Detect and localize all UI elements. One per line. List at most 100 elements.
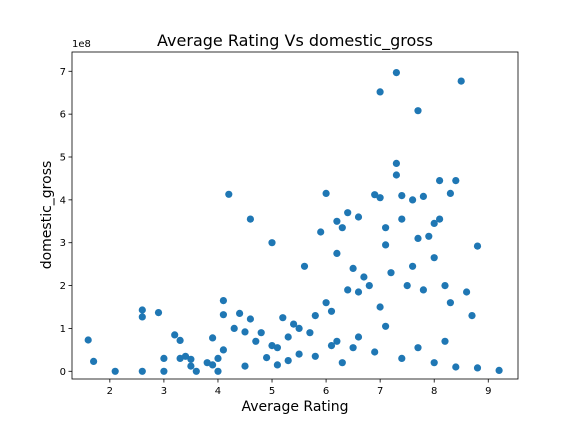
data-point — [230, 324, 238, 332]
data-point — [241, 362, 249, 370]
data-point — [473, 364, 482, 372]
data-point — [273, 361, 281, 369]
data-point — [154, 309, 163, 317]
data-point — [371, 191, 379, 199]
data-point — [333, 249, 341, 257]
data-point — [338, 359, 346, 367]
x-tick-label: 8 — [431, 386, 437, 397]
x-tick-label: 4 — [215, 386, 221, 397]
data-point — [279, 314, 287, 322]
data-point — [160, 367, 168, 375]
data-point — [322, 299, 330, 307]
data-point — [219, 311, 227, 319]
data-point — [290, 320, 298, 328]
data-point — [382, 322, 390, 330]
x-tick-label: 6 — [323, 386, 329, 397]
data-point — [225, 190, 233, 198]
data-point — [160, 354, 168, 362]
data-point — [300, 262, 309, 270]
data-point — [387, 269, 395, 277]
data-point — [333, 337, 341, 345]
data-point — [398, 354, 406, 362]
data-point — [354, 213, 363, 221]
data-point — [354, 288, 363, 296]
data-point — [203, 359, 211, 367]
data-point — [409, 262, 417, 270]
data-point — [138, 313, 146, 321]
data-point — [371, 348, 379, 356]
y-tick-label: 2 — [60, 281, 66, 292]
data-point — [209, 361, 217, 369]
data-point — [268, 239, 276, 247]
data-point — [430, 219, 438, 227]
data-point — [441, 282, 449, 290]
data-point — [90, 357, 98, 365]
data-point — [398, 215, 406, 223]
data-point — [246, 215, 254, 223]
data-point — [333, 217, 341, 225]
data-point — [382, 241, 390, 249]
data-point — [111, 367, 119, 375]
data-point — [452, 177, 460, 185]
y-tick-label: 4 — [60, 195, 66, 206]
chart-title: Average Rating Vs domestic_gross — [157, 31, 433, 51]
data-point — [171, 331, 179, 339]
data-point — [327, 307, 336, 315]
data-point — [446, 299, 454, 307]
x-tick-label: 2 — [107, 386, 113, 397]
data-point — [441, 337, 449, 345]
data-point — [376, 303, 384, 311]
x-tick-label: 9 — [485, 386, 491, 397]
y-tick-label: 5 — [60, 153, 66, 164]
data-point — [263, 354, 271, 362]
data-point — [344, 286, 352, 294]
data-point — [317, 228, 325, 236]
y-axis-label: domestic_gross — [39, 161, 55, 270]
y-tick-label: 6 — [60, 110, 66, 121]
data-point — [376, 194, 384, 202]
data-point — [425, 232, 433, 240]
data-point — [495, 366, 503, 374]
data-point — [338, 224, 346, 232]
data-point — [176, 354, 184, 362]
data-point — [414, 344, 422, 352]
data-point — [414, 234, 422, 242]
data-point — [306, 329, 314, 337]
data-point — [219, 297, 227, 305]
ticks-layer: 2 3 4 5 6 7 8 9 0 1 2 3 4 5 6 7 — [60, 67, 492, 397]
data-point — [327, 342, 336, 350]
data-point — [360, 273, 368, 281]
data-point — [344, 209, 352, 217]
data-point — [382, 224, 390, 232]
data-point — [181, 352, 190, 360]
data-point — [192, 367, 200, 375]
data-point — [436, 215, 444, 223]
data-point — [241, 328, 249, 336]
data-point — [463, 288, 471, 296]
data-point — [252, 337, 260, 345]
data-point — [236, 309, 244, 317]
data-point — [419, 286, 427, 294]
data-point — [392, 69, 400, 77]
data-point — [403, 282, 411, 290]
data-point — [268, 342, 276, 350]
data-point — [138, 306, 146, 314]
data-point — [311, 352, 319, 360]
data-point — [311, 312, 319, 320]
y-tick-label: 3 — [60, 238, 66, 249]
data-point — [392, 159, 400, 167]
data-point — [473, 242, 482, 250]
points-layer — [84, 69, 503, 375]
y-offset-label: 1e8 — [72, 39, 91, 50]
data-point — [376, 88, 384, 96]
data-point — [295, 324, 303, 332]
data-point — [436, 177, 444, 185]
y-tick-label: 7 — [60, 67, 66, 78]
data-point — [284, 333, 292, 341]
data-point — [187, 362, 195, 370]
data-point — [322, 189, 330, 197]
plot-frame — [71, 51, 519, 380]
data-point — [446, 189, 454, 197]
data-point — [284, 357, 292, 365]
